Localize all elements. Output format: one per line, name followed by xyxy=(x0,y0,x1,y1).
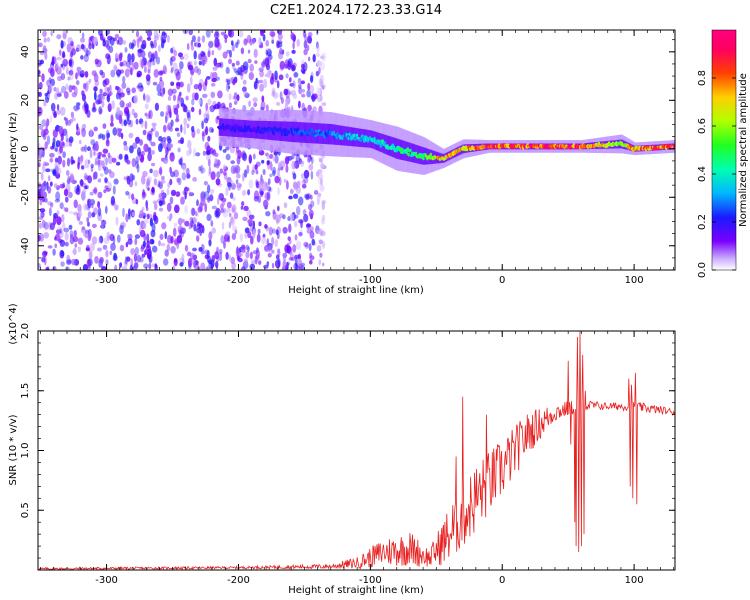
x-tick-label: -200 xyxy=(227,275,250,286)
y-tick-label: 0 xyxy=(20,146,31,152)
x-tick-label: 100 xyxy=(625,575,644,586)
colorbar-tick-label: 0.6 xyxy=(697,118,708,134)
x-tick-label: 0 xyxy=(499,575,505,586)
y-tick-label: 1.5 xyxy=(20,383,31,399)
snr-ylabel: SNR (10 * v/v) xyxy=(8,414,19,485)
colorbar-tick-label: 0.0 xyxy=(697,262,708,278)
snr-series-line xyxy=(38,331,675,570)
ridge-marks xyxy=(217,108,675,175)
snr-marks xyxy=(38,331,675,570)
y-tick-label: 1.0 xyxy=(20,443,31,459)
colorbar-ticks: 0.0 0.2 0.4 0.6 0.8 xyxy=(697,70,736,278)
snr-xlabel: Height of straight line (km) xyxy=(288,585,424,596)
x-tick-label: -200 xyxy=(227,575,250,586)
figure-title: C2E1.2024.172.23.33.G14 xyxy=(270,3,442,18)
snr-axes: -300 -200 -100 0 100 0.5 1.0 1.5 2.0 xyxy=(20,323,675,586)
x-tick-label: -300 xyxy=(95,275,118,286)
spectrogram-ylabel: Frequency (Hz) xyxy=(8,112,19,188)
colorbar: 0.0 0.2 0.4 0.6 0.8 Normalized spectral ampl… xyxy=(697,29,749,278)
spectrogram-xlabel: Height of straight line (km) xyxy=(288,285,424,296)
y-tick-label: -20 xyxy=(20,189,31,205)
colorbar-label: Normalized spectral amplitude xyxy=(738,73,749,227)
colorbar-gradient xyxy=(711,29,737,271)
colorbar-tick-label: 0.4 xyxy=(697,166,708,182)
noise-region-0 xyxy=(38,30,320,270)
spectrogram-frame xyxy=(37,29,676,271)
y-tick-label: 2.0 xyxy=(20,323,31,339)
y-tick-label: 0.5 xyxy=(20,502,31,518)
y-tick-label: 20 xyxy=(20,94,31,107)
x-tick-label: 100 xyxy=(625,275,644,286)
colorbar-tick-label: 0.2 xyxy=(697,214,708,230)
snr-panel: -300 -200 -100 0 100 0.5 1.0 1.5 2.0 Height of s… xyxy=(8,303,676,596)
x-tick-label: -100 xyxy=(359,275,382,286)
x-tick-label: 0 xyxy=(499,275,505,286)
colorbar-tick-label: 0.8 xyxy=(697,70,708,86)
snr-multiplier: (x10^4) xyxy=(8,303,19,344)
y-tick-label: 40 xyxy=(20,45,31,58)
x-tick-label: -100 xyxy=(359,575,382,586)
spectrogram-marks xyxy=(38,30,675,270)
y-tick-label: -40 xyxy=(20,238,31,254)
x-tick-label: -300 xyxy=(95,575,118,586)
